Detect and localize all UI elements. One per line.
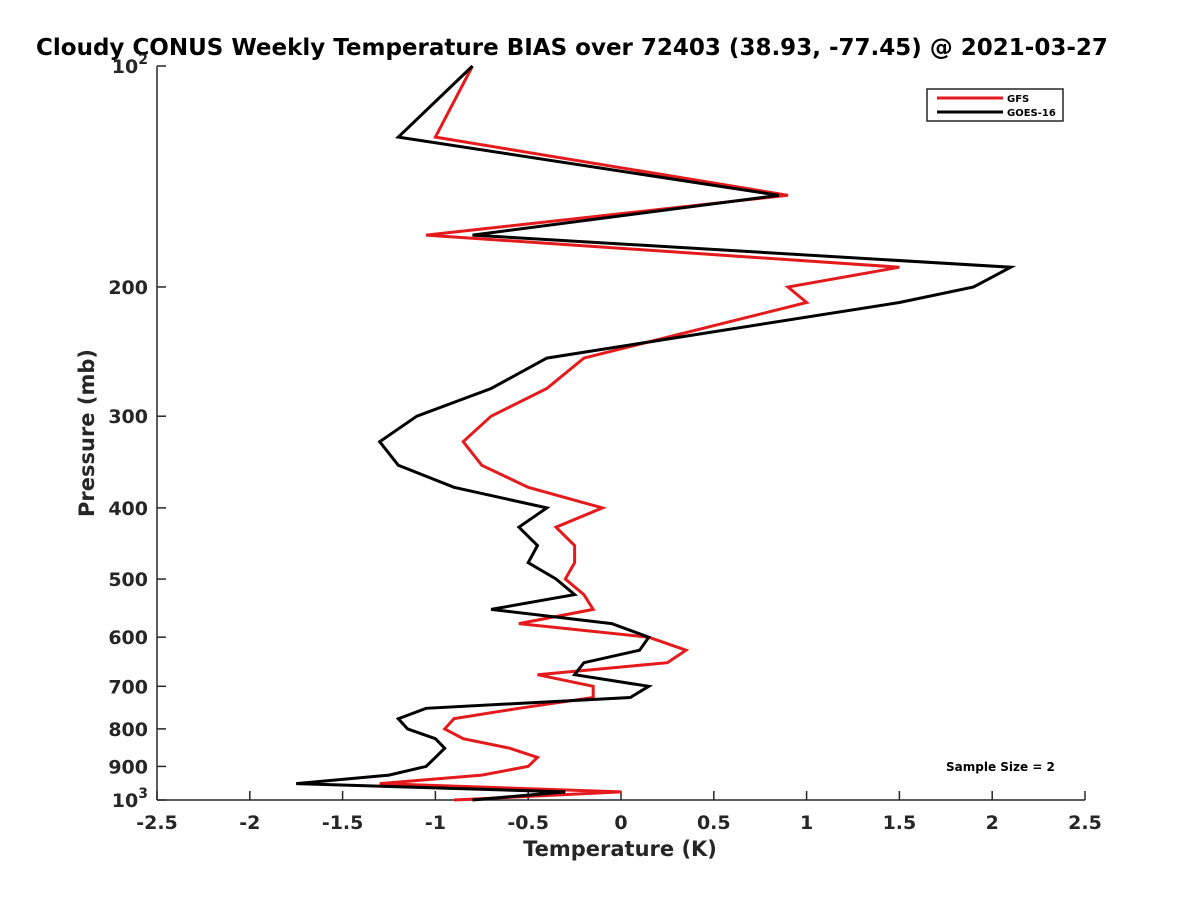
y-tick-label: 300 xyxy=(108,406,148,428)
chart-title: Cloudy CONUS Weekly Temperature BIAS ove… xyxy=(36,35,1108,61)
x-tick-label: -0.5 xyxy=(507,812,549,834)
series-line-goes-16 xyxy=(296,64,1017,802)
y-tick-label: 900 xyxy=(108,756,148,778)
sample-size-annotation: Sample Size = 2 xyxy=(946,760,1055,774)
y-tick-label: 400 xyxy=(108,498,148,520)
y-tick-base: 400 xyxy=(108,498,148,520)
plot-axes: -2.5 -2 -1.5 -1 -0.5 0 0.5 1 1.5 2 2.5102200300400… xyxy=(108,52,1102,834)
x-tick-label: -1.5 xyxy=(322,812,364,834)
x-tick-label: 0.5 xyxy=(697,812,731,834)
y-tick-base: 600 xyxy=(108,627,148,649)
y-tick-exponent: 2 xyxy=(138,52,148,68)
x-tick-label: 1 xyxy=(800,812,813,834)
y-tick-label: 102 xyxy=(112,52,148,78)
y-tick-base: 800 xyxy=(108,719,148,741)
x-tick-label: 0 xyxy=(614,812,627,834)
y-tick-base: 900 xyxy=(108,756,148,778)
y-tick-label: 103 xyxy=(112,786,148,812)
y-tick-label: 600 xyxy=(108,627,148,649)
y-tick-label: 200 xyxy=(108,277,148,299)
y-tick-base: 10 xyxy=(112,790,138,812)
x-axis-label: Temperature (K) xyxy=(523,837,717,861)
y-tick-label: 700 xyxy=(108,676,148,698)
y-tick-exponent: 3 xyxy=(138,786,148,802)
legend-box xyxy=(926,88,1064,122)
legend-label: GFS xyxy=(1007,94,1029,105)
x-tick-label: -2 xyxy=(239,812,260,834)
legend: GFS GOES-16 xyxy=(926,88,1064,122)
y-tick-base: 300 xyxy=(108,406,148,428)
y-tick-base: 500 xyxy=(108,569,148,591)
series-line-gfs xyxy=(379,65,900,802)
y-tick-base: 10 xyxy=(112,56,138,78)
series-layer xyxy=(296,64,1017,802)
x-tick-label: -2.5 xyxy=(136,812,178,834)
x-tick-label: 2 xyxy=(986,812,999,834)
y-tick-label: 500 xyxy=(108,569,148,591)
y-tick-base: 200 xyxy=(108,277,148,299)
x-tick-label: -1 xyxy=(425,812,446,834)
x-tick-label: 2.5 xyxy=(1068,812,1102,834)
legend-label: GOES-16 xyxy=(1007,108,1056,119)
y-tick-label: 800 xyxy=(108,719,148,741)
y-tick-base: 700 xyxy=(108,676,148,698)
x-tick-label: 1.5 xyxy=(883,812,917,834)
y-axis-label: Pressure (mb) xyxy=(75,349,99,517)
